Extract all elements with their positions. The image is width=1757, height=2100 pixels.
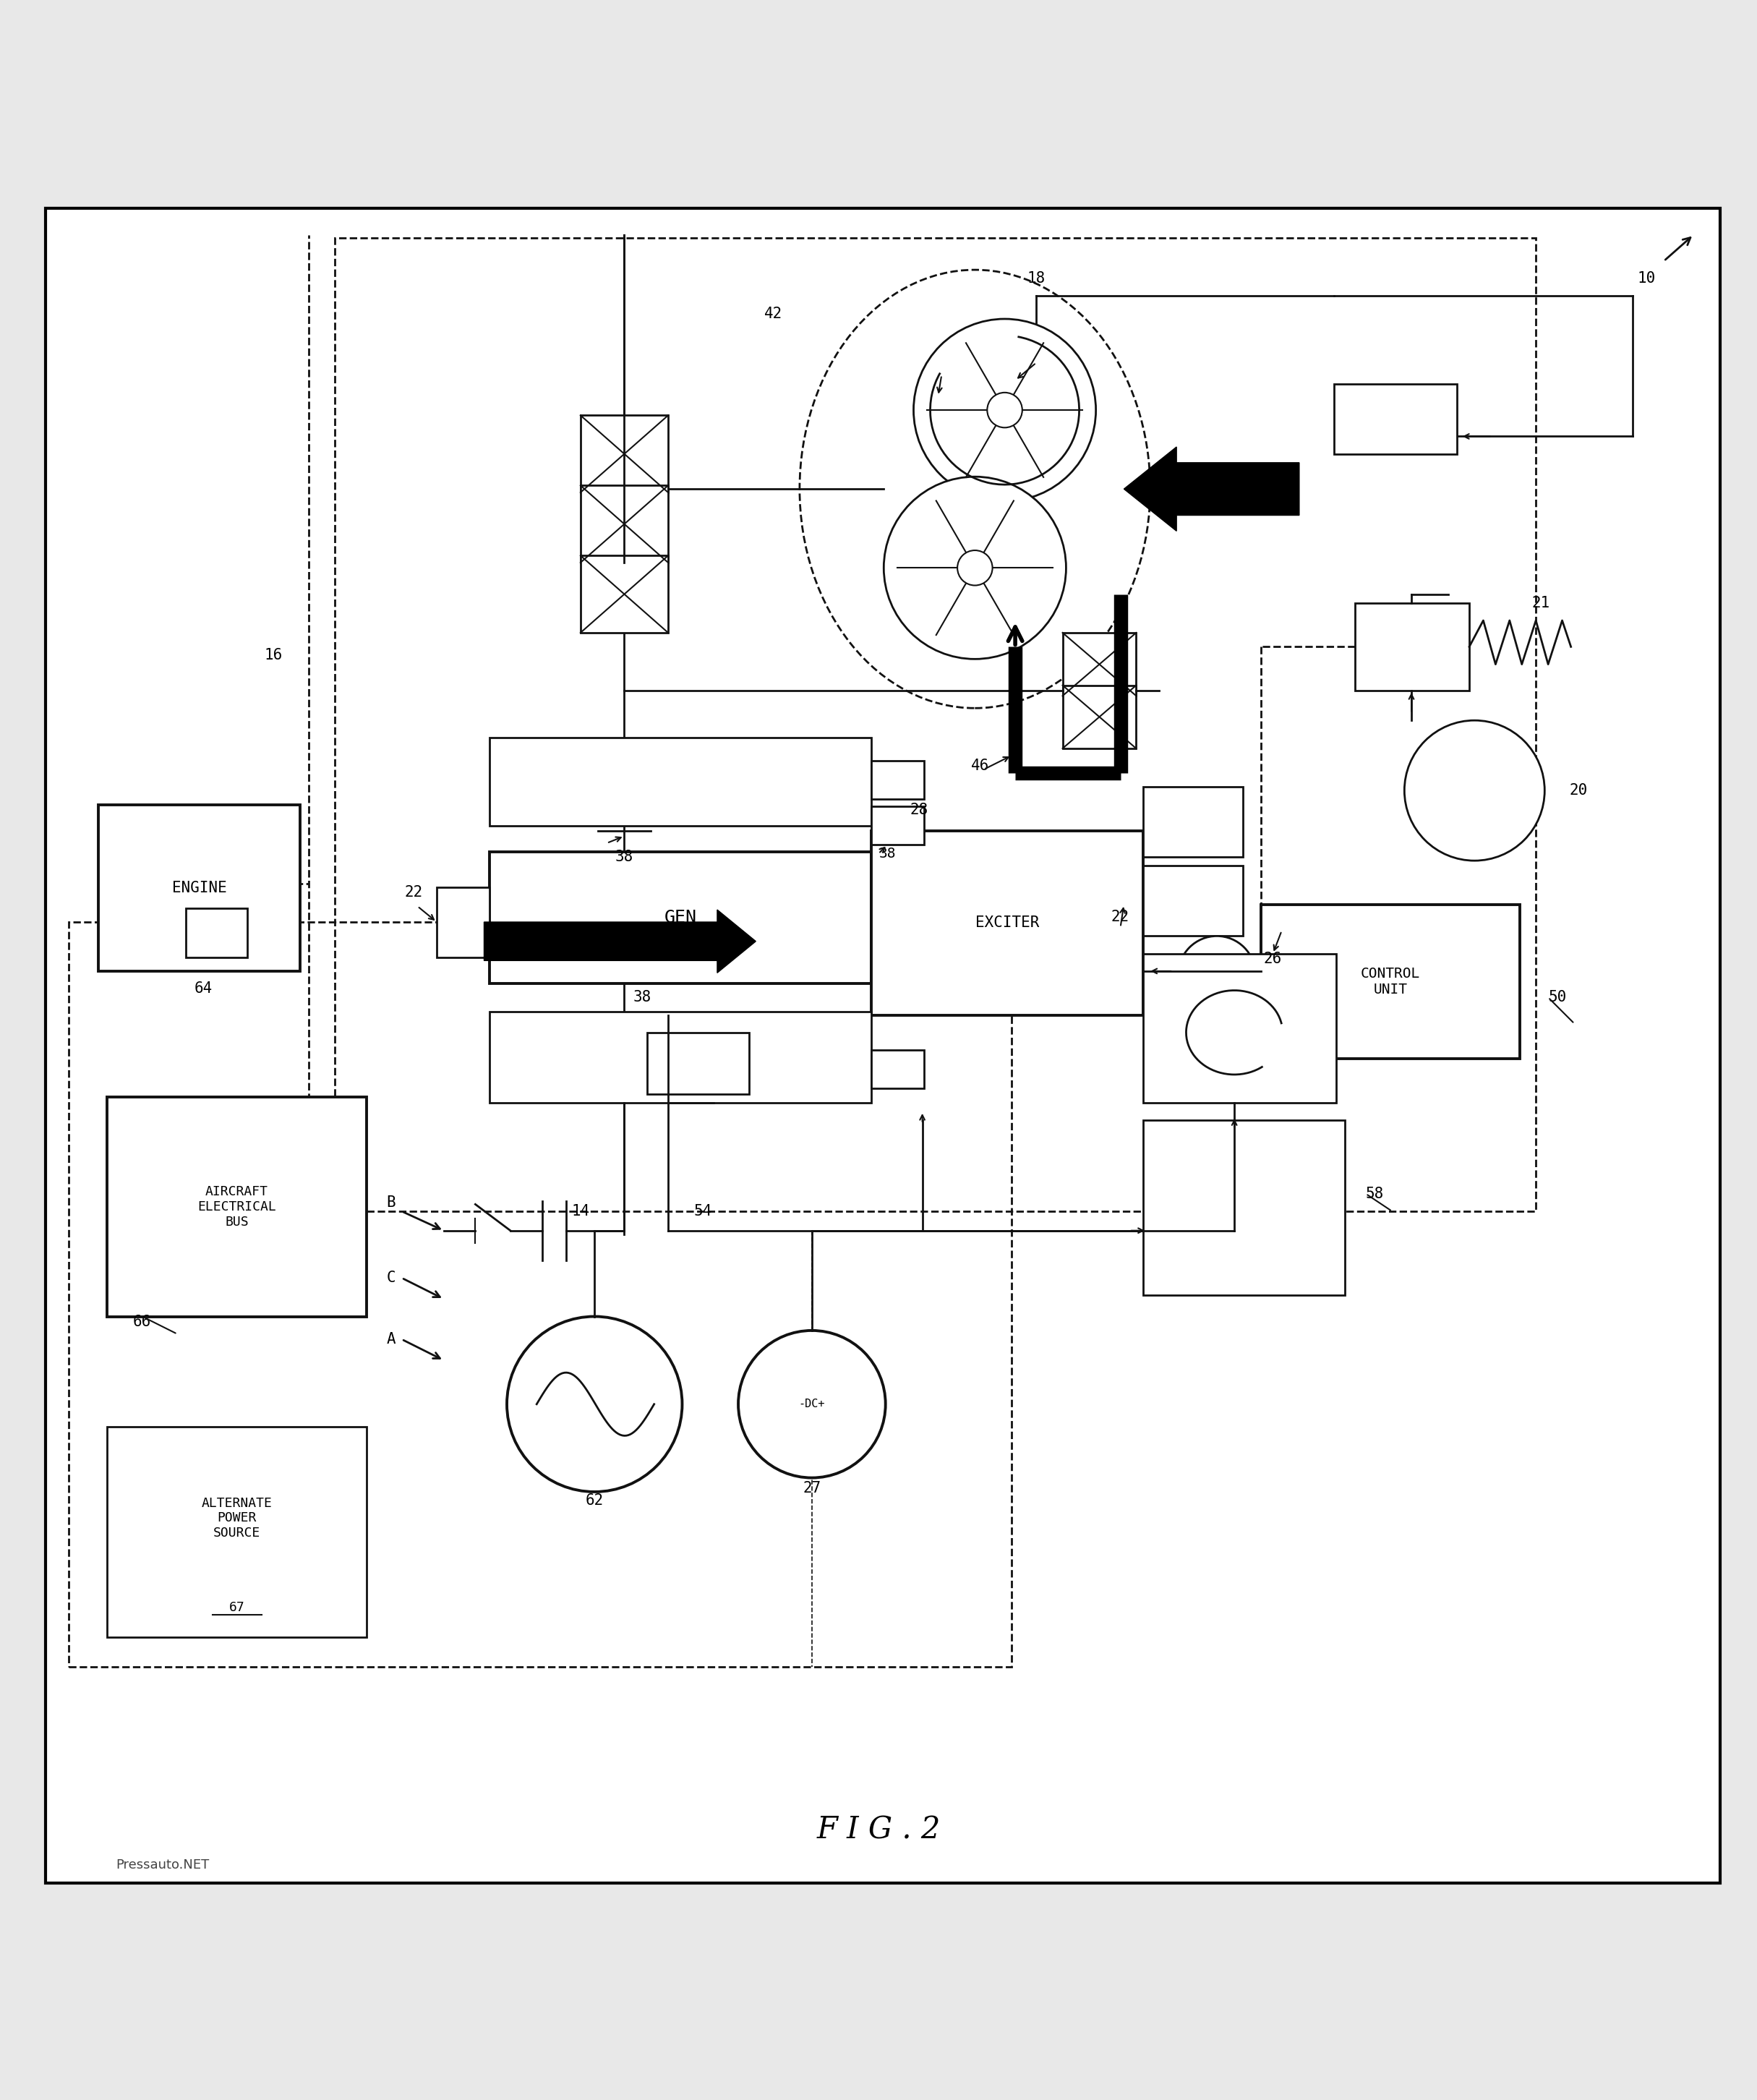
Text: 62: 62 bbox=[585, 1493, 604, 1508]
Bar bbox=[336, 237, 1536, 1212]
Text: 21: 21 bbox=[1532, 596, 1550, 611]
Text: 10: 10 bbox=[1638, 271, 1655, 286]
Text: 18: 18 bbox=[1028, 271, 1045, 286]
Text: A: A bbox=[387, 1331, 395, 1346]
Bar bbox=[647, 1033, 748, 1094]
Text: 66: 66 bbox=[134, 1315, 151, 1329]
Circle shape bbox=[987, 393, 1023, 428]
Text: 16: 16 bbox=[265, 649, 283, 664]
Bar bbox=[1144, 953, 1335, 1102]
Bar bbox=[580, 416, 668, 494]
Text: 26: 26 bbox=[1263, 951, 1283, 966]
Text: 67: 67 bbox=[228, 1600, 244, 1615]
Bar bbox=[490, 853, 871, 983]
Circle shape bbox=[1404, 720, 1544, 861]
Text: Pressauto.NET: Pressauto.NET bbox=[116, 1858, 209, 1871]
FancyArrow shape bbox=[485, 909, 756, 972]
Text: 22: 22 bbox=[404, 884, 423, 899]
Bar bbox=[69, 922, 1012, 1667]
Circle shape bbox=[506, 1317, 682, 1491]
Text: 28: 28 bbox=[910, 802, 928, 817]
Text: F I G . 2: F I G . 2 bbox=[817, 1814, 940, 1846]
Bar bbox=[580, 557, 668, 632]
Bar bbox=[490, 1012, 871, 1103]
Bar bbox=[580, 485, 668, 563]
Bar bbox=[1262, 905, 1520, 1058]
Text: AIRCRAFT
ELECTRICAL
BUS: AIRCRAFT ELECTRICAL BUS bbox=[197, 1184, 276, 1228]
Bar bbox=[1144, 1119, 1344, 1296]
Bar bbox=[107, 1426, 367, 1638]
Text: -DC+: -DC+ bbox=[799, 1399, 826, 1409]
Text: 22: 22 bbox=[1110, 909, 1130, 924]
Text: 50: 50 bbox=[1548, 991, 1567, 1004]
Text: B: B bbox=[387, 1195, 395, 1210]
Bar bbox=[1334, 384, 1457, 454]
Bar bbox=[490, 737, 871, 825]
Text: CONTROL
UNIT: CONTROL UNIT bbox=[1360, 966, 1420, 995]
Text: ENGINE: ENGINE bbox=[172, 880, 227, 895]
Circle shape bbox=[738, 1331, 886, 1478]
Circle shape bbox=[958, 550, 993, 586]
Ellipse shape bbox=[799, 269, 1151, 708]
Bar bbox=[871, 1050, 924, 1088]
Text: 38: 38 bbox=[633, 991, 652, 1004]
Text: 20: 20 bbox=[1569, 783, 1587, 798]
Text: 38: 38 bbox=[615, 851, 634, 865]
Text: ALTERNATE
POWER
SOURCE: ALTERNATE POWER SOURCE bbox=[202, 1497, 272, 1539]
Text: C: C bbox=[387, 1270, 395, 1285]
Circle shape bbox=[1179, 937, 1256, 1012]
Bar bbox=[871, 806, 924, 844]
Bar bbox=[1144, 865, 1244, 937]
Circle shape bbox=[884, 477, 1066, 659]
Bar bbox=[871, 760, 924, 800]
Circle shape bbox=[914, 319, 1096, 502]
Text: 42: 42 bbox=[764, 307, 782, 321]
Bar bbox=[1063, 632, 1137, 695]
Text: 38: 38 bbox=[879, 846, 896, 861]
Bar bbox=[871, 832, 1144, 1014]
Bar bbox=[1144, 788, 1244, 857]
Text: 14: 14 bbox=[571, 1203, 590, 1218]
Text: 46: 46 bbox=[972, 758, 989, 773]
Bar bbox=[107, 1098, 367, 1317]
Bar bbox=[98, 804, 300, 970]
FancyArrow shape bbox=[1124, 447, 1298, 531]
Bar bbox=[437, 886, 490, 958]
Text: 58: 58 bbox=[1365, 1186, 1385, 1201]
Text: GEN: GEN bbox=[664, 909, 698, 926]
Text: 54: 54 bbox=[694, 1203, 712, 1218]
Bar bbox=[1063, 685, 1137, 748]
Bar bbox=[186, 907, 248, 958]
Text: 64: 64 bbox=[195, 981, 213, 995]
Text: 27: 27 bbox=[803, 1480, 821, 1495]
Text: EXCITER: EXCITER bbox=[975, 916, 1040, 930]
Bar bbox=[1355, 603, 1469, 691]
